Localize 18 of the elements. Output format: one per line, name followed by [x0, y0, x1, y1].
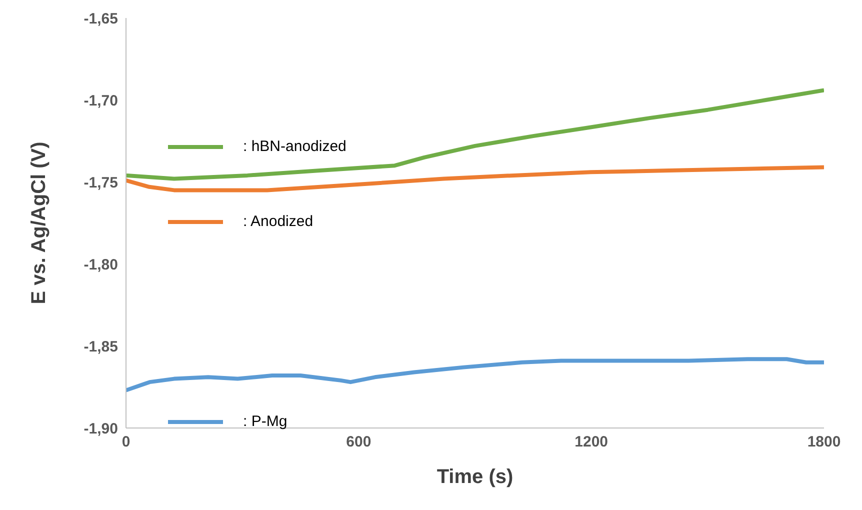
x-tick-label: 600	[346, 434, 372, 451]
y-tick-label: -1,90	[84, 420, 118, 438]
y-tick-label: -1,65	[84, 10, 118, 28]
y-tick-label: -1,80	[84, 256, 118, 274]
x-tick-label: 0	[122, 434, 130, 451]
legend-label: : Anodized	[243, 213, 314, 230]
line-series	[126, 165, 824, 192]
x-tick-label: 1800	[807, 434, 841, 451]
line-series	[126, 357, 824, 392]
y-tick-label: -1,85	[84, 338, 118, 356]
line-series	[126, 88, 824, 181]
legend-label: : P-Mg	[243, 413, 288, 430]
y-tick-label: -1,70	[84, 92, 118, 110]
legend-label: : hBN-anodized	[243, 138, 346, 155]
x-tick-label: 1200	[574, 434, 608, 451]
y-axis-title: E vs. Ag/AgCl (V)	[28, 142, 50, 304]
y-tick-label: -1,75	[84, 174, 118, 192]
x-axis-title: Time (s)	[436, 466, 514, 488]
